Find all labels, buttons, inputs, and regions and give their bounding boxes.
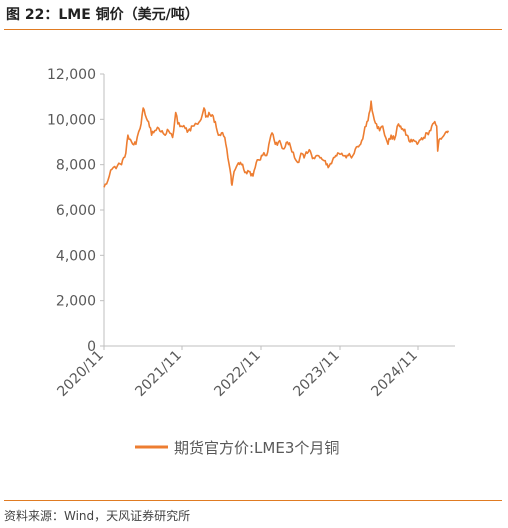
x-tick-label: 2021/11	[132, 348, 184, 400]
bottom-rule	[4, 500, 502, 501]
source-note: 资料来源：Wind，天风证券研究所	[4, 509, 191, 523]
line-chart: 0 2,000 4,000 6,000 8,000 10,000 12,000 2020/1…	[47, 67, 455, 457]
top-rule	[4, 29, 502, 30]
legend: 期货官方价:LME3个月铜	[135, 439, 339, 457]
y-axis: 0 2,000 4,000 6,000 8,000 10,000 12,000	[47, 67, 105, 355]
x-tick-label: 2020/11	[54, 348, 106, 400]
y-tick-label: 8,000	[56, 158, 96, 174]
x-axis: 2020/11 2021/11 2022/11 2023/11 2024/11	[54, 345, 455, 400]
x-tick-label: 2022/11	[211, 348, 263, 400]
series-line-lme-copper	[103, 100, 450, 188]
x-tick-label: 2023/11	[290, 348, 342, 400]
legend-label: 期货官方价:LME3个月铜	[174, 439, 339, 457]
y-tick-label: 4,000	[56, 248, 96, 264]
y-tick-label: 6,000	[56, 203, 96, 219]
y-tick-label: 10,000	[47, 112, 96, 128]
series-group	[103, 100, 450, 188]
y-tick-label: 2,000	[56, 294, 96, 310]
x-tick-label: 2024/11	[368, 348, 420, 400]
y-tick-label: 0	[87, 339, 96, 355]
chart-title: 图 22：LME 铜价（美元/吨）	[6, 7, 199, 23]
y-tick-label: 12,000	[47, 67, 96, 83]
